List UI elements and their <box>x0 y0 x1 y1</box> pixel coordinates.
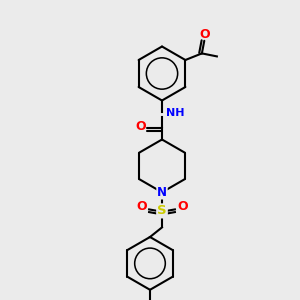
Text: O: O <box>177 200 188 214</box>
Text: NH: NH <box>166 108 184 118</box>
Text: N: N <box>157 186 167 199</box>
Text: O: O <box>136 200 147 214</box>
Text: O: O <box>135 120 146 134</box>
Text: S: S <box>157 204 167 218</box>
Text: O: O <box>199 28 210 41</box>
